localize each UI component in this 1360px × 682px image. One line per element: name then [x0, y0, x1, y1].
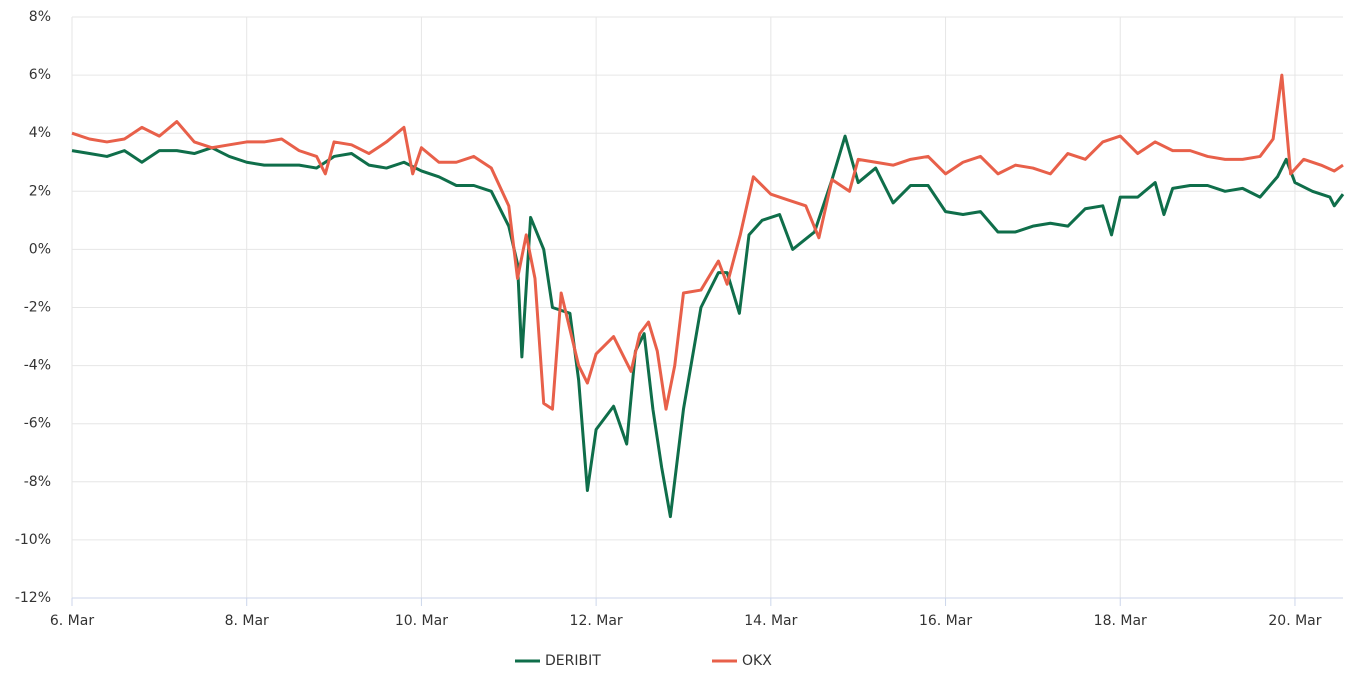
y-tick-label: 8%	[29, 9, 51, 25]
legend-label: DERIBIT	[545, 653, 601, 669]
y-tick-label: 0%	[29, 241, 51, 257]
y-tick-label: -12%	[15, 590, 51, 606]
y-tick-label: -10%	[15, 532, 51, 548]
y-tick-label: 2%	[29, 183, 51, 199]
y-tick-label: 6%	[29, 67, 51, 83]
series-line	[71, 134, 1345, 519]
x-tick-label: 16. Mar	[919, 613, 972, 629]
x-tick-label: 8. Mar	[225, 613, 269, 629]
y-tick-label: -6%	[24, 416, 51, 432]
legend-label: OKX	[742, 653, 772, 669]
x-tick-label: 20. Mar	[1268, 613, 1321, 629]
y-tick-label: -2%	[24, 300, 51, 316]
x-tick-label: 18. Mar	[1094, 613, 1147, 629]
y-tick-label: 4%	[29, 125, 51, 141]
y-tick-label: -4%	[24, 358, 51, 374]
x-tick-label: 10. Mar	[395, 613, 448, 629]
series-line	[71, 73, 1344, 411]
y-tick-label: -8%	[24, 474, 51, 490]
x-tick-label: 14. Mar	[744, 613, 797, 629]
x-tick-label: 6. Mar	[50, 613, 94, 629]
x-tick-label: 12. Mar	[570, 613, 623, 629]
